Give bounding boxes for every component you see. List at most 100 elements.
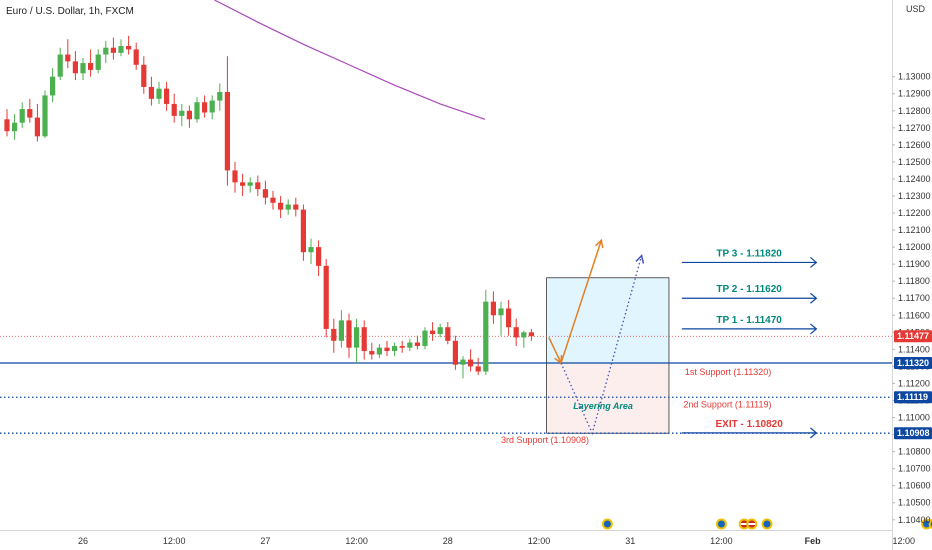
exit-target[interactable]: EXIT - 1.10820 <box>681 419 818 439</box>
candle[interactable] <box>300 204 306 261</box>
candle[interactable] <box>141 56 147 94</box>
candle[interactable] <box>72 51 78 81</box>
event-marker-icon[interactable] <box>601 518 613 530</box>
candle[interactable] <box>490 291 496 324</box>
candle-body <box>528 332 534 337</box>
zone-lower-box[interactable] <box>546 362 670 434</box>
candle[interactable] <box>369 342 375 360</box>
candle[interactable] <box>88 49 94 77</box>
candle[interactable] <box>4 109 10 137</box>
candle[interactable] <box>255 175 261 196</box>
zone-upper-box[interactable] <box>546 277 670 364</box>
candle[interactable] <box>50 68 56 103</box>
candle[interactable] <box>513 318 519 346</box>
price-tag[interactable]: 1.11320 <box>894 356 932 369</box>
candle[interactable] <box>12 114 18 140</box>
candle[interactable] <box>399 340 405 353</box>
candle[interactable] <box>80 57 86 81</box>
candle-body <box>285 204 291 210</box>
candle[interactable] <box>95 49 101 74</box>
take-profit-1[interactable]: TP 1 - 1.11470 <box>681 315 818 335</box>
candle[interactable] <box>247 177 253 193</box>
candle[interactable] <box>194 97 200 123</box>
take-profit-3[interactable]: TP 3 - 1.11820 <box>681 248 818 268</box>
price-tag[interactable]: 1.11119 <box>894 391 932 404</box>
candle[interactable] <box>224 56 230 186</box>
candle[interactable] <box>270 190 276 210</box>
candle[interactable] <box>110 37 116 60</box>
candle[interactable] <box>202 95 208 118</box>
candle[interactable] <box>240 173 246 196</box>
candle-body <box>148 86 154 99</box>
event-flag-icon[interactable] <box>738 518 750 530</box>
candle[interactable] <box>65 39 71 69</box>
candle[interactable] <box>42 90 48 139</box>
event-marker-icon[interactable] <box>715 518 727 530</box>
candle[interactable] <box>232 161 238 193</box>
currency-label[interactable]: USD <box>906 4 926 14</box>
candle[interactable] <box>308 238 314 265</box>
candle[interactable] <box>354 318 360 363</box>
event-marker-icon[interactable] <box>761 518 773 530</box>
candle[interactable] <box>262 180 268 205</box>
candle[interactable] <box>521 330 527 348</box>
candle[interactable] <box>430 322 436 341</box>
candle[interactable] <box>422 327 428 350</box>
candle[interactable] <box>316 240 322 277</box>
candle[interactable] <box>19 102 25 128</box>
price-tag[interactable]: 1.10908 <box>894 427 932 440</box>
candle[interactable] <box>528 328 534 341</box>
candle-body <box>194 102 200 120</box>
candle[interactable] <box>217 83 223 111</box>
candle[interactable] <box>452 335 458 370</box>
candle[interactable] <box>407 339 413 352</box>
candle[interactable] <box>278 195 284 219</box>
candle[interactable] <box>392 342 398 357</box>
price-tag[interactable]: 1.11477 <box>894 330 932 343</box>
candle[interactable] <box>346 313 352 358</box>
candle[interactable] <box>361 320 367 360</box>
candle-body <box>338 320 344 341</box>
event-core <box>763 520 771 528</box>
candle[interactable] <box>475 357 481 375</box>
candle[interactable] <box>483 289 489 375</box>
candle[interactable] <box>468 349 474 372</box>
candle[interactable] <box>506 299 512 336</box>
candle[interactable] <box>331 318 337 353</box>
candle[interactable] <box>118 39 124 57</box>
candle[interactable] <box>103 40 109 64</box>
candle[interactable] <box>209 95 215 120</box>
moving-average-line[interactable] <box>214 0 486 120</box>
event-flag-icon[interactable] <box>746 518 758 530</box>
candle[interactable] <box>171 93 177 123</box>
candle[interactable] <box>148 76 154 106</box>
candle[interactable] <box>126 35 132 55</box>
candle[interactable] <box>323 259 329 338</box>
event-marker-icon[interactable] <box>921 518 932 530</box>
candle[interactable] <box>293 197 299 217</box>
take-profit-2[interactable]: TP 2 - 1.11620 <box>681 284 818 304</box>
candle[interactable] <box>27 98 33 123</box>
candle[interactable] <box>186 105 192 128</box>
projection-path-dotted[interactable] <box>560 255 643 436</box>
candle[interactable] <box>285 199 291 215</box>
candle[interactable] <box>164 81 170 111</box>
candle[interactable] <box>156 81 162 104</box>
candle[interactable] <box>34 103 40 142</box>
candle[interactable] <box>338 310 344 348</box>
candle-body <box>475 366 481 372</box>
candle[interactable] <box>179 103 185 127</box>
candle[interactable] <box>133 42 139 70</box>
candle[interactable] <box>460 356 466 379</box>
candle[interactable] <box>437 323 443 338</box>
candle[interactable] <box>57 47 63 81</box>
candle[interactable] <box>414 335 420 350</box>
candle[interactable] <box>384 340 390 357</box>
candle[interactable] <box>445 322 451 345</box>
candle[interactable] <box>376 344 382 358</box>
y-tick-label: 1.10400 <box>898 515 931 525</box>
dotted-arrowhead-up <box>635 254 645 264</box>
candle[interactable] <box>498 301 504 336</box>
